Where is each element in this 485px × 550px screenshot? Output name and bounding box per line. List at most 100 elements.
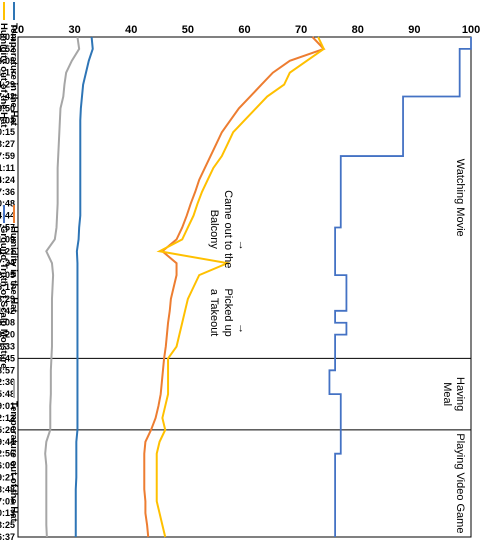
- time-tick-label: 2022/09/0421:23:25: [0, 520, 15, 530]
- time-tick-label: 2022/09/0420:07:34: [0, 258, 15, 268]
- svg-text:2022/09/0420:26:08: 2022/09/0420:26:08: [0, 318, 15, 328]
- svg-text:2022/09/0421:13:48: 2022/09/0421:13:48: [0, 484, 15, 494]
- time-tick-label: 2022/09/0420:59:44: [0, 437, 15, 447]
- time-tick-label: 2022/09/0420:52:13: [0, 413, 15, 423]
- svg-text:2022/09/0421:02:56: 2022/09/0421:02:56: [0, 449, 15, 459]
- series-temperature-out-of-the-hat: [44, 36, 81, 538]
- time-tick-label: 2022/09/0419:00:01: [0, 32, 15, 42]
- svg-text:2022/09/0419:08:05: 2022/09/0419:08:05: [0, 56, 15, 66]
- phase-label: Watching Movie: [454, 159, 466, 237]
- legend-entry: Temperature in the Hat: [8, 2, 19, 127]
- time-tick-label: 2022/09/0419:50:48: [0, 199, 15, 209]
- svg-text:2022/09/0420:52:13: 2022/09/0420:52:13: [0, 413, 15, 423]
- svg-text:2022/09/0419:27:03: 2022/09/0419:27:03: [0, 115, 15, 125]
- time-tick-label: 2022/09/0419:04:52: [0, 44, 15, 54]
- time-tick-label: 2022/09/0421:06:09: [0, 461, 15, 471]
- time-tick-label: 2022/09/0419:33:27: [0, 139, 15, 149]
- annotation-arrow: →: [236, 240, 248, 251]
- value-tick-80: 80: [352, 24, 364, 36]
- svg-text:2022/09/0420:49:01: 2022/09/0420:49:01: [0, 401, 15, 411]
- legend-label: Humidity out of the Hat: [0, 23, 9, 128]
- plot-frame: [17, 36, 472, 538]
- svg-text:2022/09/0420:38:57: 2022/09/0420:38:57: [0, 365, 15, 375]
- svg-text:2022/09/0419:41:11: 2022/09/0419:41:11: [0, 163, 15, 173]
- phase-regions: Watching Movie HavingMeal Playing Video Ga…: [18, 159, 471, 533]
- time-tick-label: 2022/09/0421:26:37: [0, 532, 15, 542]
- time-tick-label: 2022/09/0419:17:42: [0, 92, 15, 102]
- legend-label: Temperature out of the Hat: [8, 401, 19, 523]
- svg-text:2022/09/0419:23:50: 2022/09/0419:23:50: [0, 103, 15, 113]
- svg-text:2022/09/0419:37:59: 2022/09/0419:37:59: [0, 151, 15, 161]
- time-axis-labels: 2022/09/0419:00:01 2022/09/0419:04:52 2022…: [0, 32, 15, 542]
- svg-text:2022/09/0419:50:48: 2022/09/0419:50:48: [0, 199, 15, 209]
- time-tick-label: 2022/09/0419:27:03: [0, 115, 15, 125]
- svg-text:2022/09/0419:14:29: 2022/09/0419:14:29: [0, 80, 15, 90]
- svg-text:2022/09/0420:35:45: 2022/09/0420:35:45: [0, 353, 15, 363]
- annotation-arrow: →: [236, 323, 248, 334]
- time-tick-label: 2022/09/0419:47:36: [0, 187, 15, 197]
- svg-text:2022/09/0419:47:36: 2022/09/0419:47:36: [0, 187, 15, 197]
- time-tick-label: 2022/09/0420:12:05: [0, 270, 15, 280]
- time-tick-label: 2022/09/0420:55:26: [0, 425, 15, 435]
- time-tick-label: 2022/09/0419:30:15: [0, 127, 15, 137]
- series-lines: [44, 36, 472, 538]
- svg-text:2022/09/0420:07:34: 2022/09/0420:07:34: [0, 258, 15, 268]
- time-tick-label: 2022/09/0420:21:42: [0, 306, 15, 316]
- svg-text:2022/09/0421:26:37: 2022/09/0421:26:37: [0, 532, 15, 542]
- value-tick-90: 90: [408, 24, 420, 36]
- legend: Temperature in the Hat Humidity in the Ha…: [0, 2, 19, 523]
- svg-text:2022/09/0420:21:42: 2022/09/0420:21:42: [0, 306, 15, 316]
- legend-label: Temperature in the Hat: [8, 23, 19, 127]
- value-tick-50: 50: [182, 24, 194, 36]
- svg-text:100: 100: [462, 24, 480, 36]
- time-tick-label: 2022/09/0420:38:57: [0, 365, 15, 375]
- series-humidity-in-the-hat: [143, 36, 326, 538]
- svg-text:2022/09/0421:17:01: 2022/09/0421:17:01: [0, 496, 15, 506]
- svg-text:70: 70: [295, 24, 307, 36]
- svg-text:80: 80: [352, 24, 364, 36]
- phase-label: HavingMeal: [441, 377, 466, 411]
- time-tick-label: 2022/09/0419:54:44: [0, 211, 15, 221]
- time-tick-label: 2022/09/0421:17:01: [0, 496, 15, 506]
- svg-text:2022/09/0420:59:44: 2022/09/0420:59:44: [0, 437, 15, 447]
- series-humidity-out-of-the-hat: [155, 36, 326, 538]
- annotation-label: Picked upa Takeout: [208, 288, 234, 336]
- time-tick-label: 2022/09/0419:08:05: [0, 56, 15, 66]
- svg-text:20: 20: [12, 24, 24, 36]
- legend-label: Humidity in the Hat: [8, 226, 19, 313]
- time-tick-label: 2022/09/0420:42:36: [0, 377, 15, 387]
- time-tick-label: 2022/09/0420:49:01: [0, 401, 15, 411]
- svg-text:2022/09/0420:42:36: 2022/09/0420:42:36: [0, 377, 15, 387]
- svg-text:2022/09/0420:01:09: 2022/09/0420:01:09: [0, 234, 15, 244]
- time-tick-label: 2022/09/0420:32:33: [0, 342, 15, 352]
- svg-text:2022/09/0420:04:21: 2022/09/0420:04:21: [0, 246, 15, 256]
- time-tick-label: 2022/09/0420:01:09: [0, 234, 15, 244]
- svg-text:2022/09/0420:55:26: 2022/09/0420:55:26: [0, 425, 15, 435]
- value-axis-ticks: 20 30 40 50 60 70 80 90 100: [12, 24, 480, 36]
- legend-entry: Humidity in the Hat: [8, 205, 19, 313]
- value-tick-100: 100: [462, 24, 480, 36]
- annotations: →Came out to theBalcony→Picked upa Takeo…: [208, 190, 248, 337]
- svg-text:2022/09/0419:00:01: 2022/09/0419:00:01: [0, 32, 15, 42]
- legend-label: Ground Truth of Scalp Moisture: [0, 226, 9, 369]
- svg-text:2022/09/0419:04:52: 2022/09/0419:04:52: [0, 44, 15, 54]
- legend-entry: Humidity out of the Hat: [0, 2, 9, 128]
- svg-text:2022/09/0420:18:29: 2022/09/0420:18:29: [0, 294, 15, 304]
- svg-text:30: 30: [69, 24, 81, 36]
- time-tick-label: 2022/09/0420:26:08: [0, 318, 15, 328]
- value-tick-70: 70: [295, 24, 307, 36]
- svg-text:2022/09/0421:23:25: 2022/09/0421:23:25: [0, 520, 15, 530]
- svg-text:2022/09/0419:30:15: 2022/09/0419:30:15: [0, 127, 15, 137]
- svg-text:2022/09/0421:20:13: 2022/09/0421:20:13: [0, 508, 15, 518]
- value-tick-20: 20: [12, 24, 24, 36]
- legend-entry: Ground Truth of Scalp Moisture: [0, 205, 9, 369]
- time-tick-label: 2022/09/0421:13:48: [0, 484, 15, 494]
- svg-text:2022/09/0419:54:44: 2022/09/0419:54:44: [0, 211, 15, 221]
- svg-text:2022/09/0421:06:09: 2022/09/0421:06:09: [0, 461, 15, 471]
- time-tick-label: 2022/09/0420:29:20: [0, 330, 15, 340]
- time-tick-label: 2022/09/0419:23:50: [0, 103, 15, 113]
- annotation-label: Came out to theBalcony: [208, 190, 234, 268]
- svg-text:2022/09/0420:45:48: 2022/09/0420:45:48: [0, 389, 15, 399]
- time-tick-label: 2022/09/0420:18:29: [0, 294, 15, 304]
- legend-entry: Temperature out of the Hat: [8, 380, 19, 523]
